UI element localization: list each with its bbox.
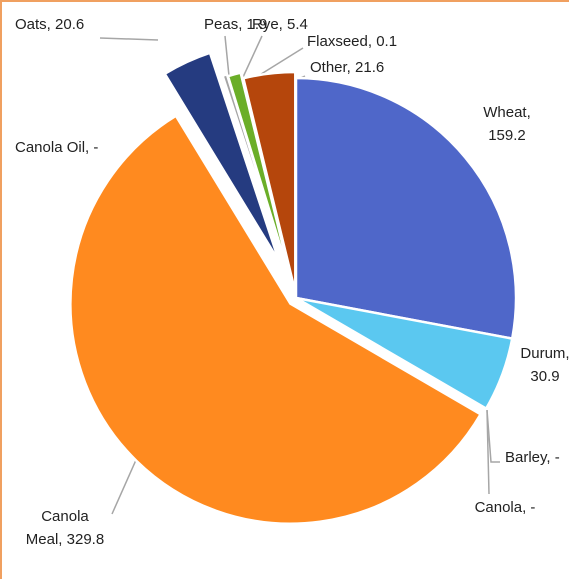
data-label: Peas, 1.9 <box>204 16 267 33</box>
leader-line <box>486 409 490 495</box>
pie-slice <box>163 51 281 263</box>
pie-slice <box>294 76 518 341</box>
leader-line <box>486 409 500 463</box>
pie-slice <box>241 70 297 293</box>
data-label: Wheat, 159.2 <box>483 104 531 144</box>
data-label-line: Durum, <box>520 345 569 362</box>
data-label: Canola Oil, - <box>15 139 98 156</box>
data-label-line: Canola <box>41 508 89 525</box>
pie-slice <box>69 114 483 525</box>
leader-line <box>111 459 137 515</box>
data-label: Canola Meal, 329.8 <box>26 508 104 548</box>
pie-slice <box>295 296 514 411</box>
data-label-line: 30.9 <box>530 368 559 385</box>
data-label: Durum, 30.9 <box>520 345 569 385</box>
data-label-line: Meal, 329.8 <box>26 531 104 548</box>
data-label-line: 159.2 <box>488 127 526 144</box>
data-label: Other, 21.6 <box>310 59 384 76</box>
pie-slice <box>220 72 293 286</box>
data-label: Oats, 20.6 <box>15 16 84 33</box>
data-label: Barley, - <box>505 449 560 466</box>
data-label: Canola, - <box>475 499 536 516</box>
data-label: Flaxseed, 0.1 <box>307 33 397 50</box>
data-label-line: Wheat, <box>483 104 531 121</box>
leader-line <box>99 37 159 41</box>
data-label: Rye, 5.4 <box>252 16 308 33</box>
